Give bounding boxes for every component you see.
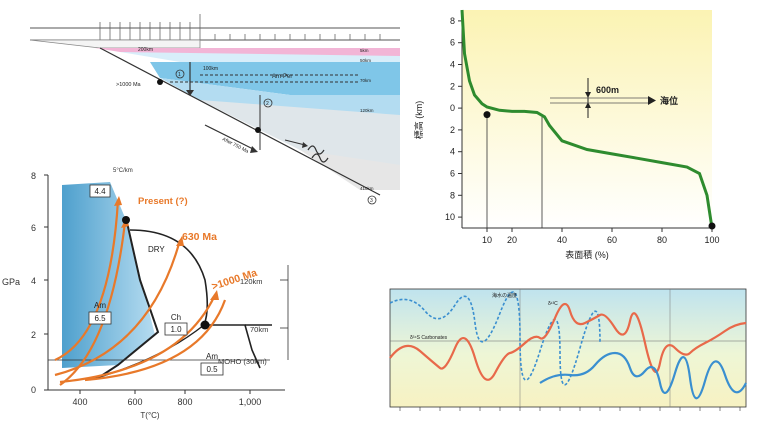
label-present: Present (?)	[138, 196, 188, 207]
depth-moho: MOHO (30km)	[218, 357, 267, 366]
ts-blue-series	[539, 351, 747, 400]
num-2: 2	[266, 101, 269, 107]
ts-label-sea: 海水の温度	[492, 292, 517, 299]
hyps-xtick-label: 100	[704, 235, 719, 245]
ts-label-d13: δ¹³C	[548, 301, 558, 307]
hypsometric-curve	[460, 9, 714, 229]
box-ch	[164, 322, 188, 336]
timeseries-chart: 海水の温度 δ¹³C δ³⁴S Carbonates	[380, 283, 776, 423]
hyps-point	[708, 222, 716, 230]
gradient-label: 5°C/km	[113, 168, 133, 174]
xtick-1000: 1,000	[239, 397, 262, 407]
label-1000ma: >1000 Ma	[116, 82, 142, 88]
hyps-xtick-label: 10	[482, 235, 492, 245]
num-3: 3	[370, 198, 373, 204]
label-km5: 410km	[360, 186, 374, 191]
label-dry: DRY	[148, 245, 165, 254]
circle-1	[175, 69, 185, 79]
box-am2-val: 0.5	[206, 365, 218, 374]
hyps-xtick-label: 60	[607, 235, 617, 245]
label-100km: 100km	[203, 66, 218, 72]
ytick-6: 6	[31, 223, 36, 233]
label-630ma: 630 Ma	[182, 231, 217, 243]
hyps-ytick-label: 4	[450, 60, 455, 70]
label-ampar: Am-Per	[272, 74, 292, 80]
ytick-4: 4	[31, 276, 36, 286]
label-km2: 50km	[360, 58, 371, 63]
box-44-text: 4.4	[94, 187, 106, 196]
annot-600m: 600m	[596, 85, 619, 95]
hyps-ytick-label: 8	[450, 190, 455, 200]
hyps-ytick-label: 2	[450, 81, 455, 91]
box-am	[88, 311, 112, 325]
ytick-0: 0	[31, 385, 36, 395]
box-am2	[200, 362, 224, 376]
pt-diagram: 0 2 4 6 8 GPa 400 600 800 1,000 T(°C) 12…	[0, 160, 300, 423]
box-ch-val: 1.0	[170, 325, 182, 334]
hyps-ytick-label: 10	[445, 212, 455, 222]
ts-dashed-series	[389, 291, 601, 386]
box-am-name: Am	[94, 301, 106, 310]
hyps-ytick-label: 6	[450, 169, 455, 179]
box-44	[89, 184, 111, 198]
hyps-x-label: 表面積 (%)	[565, 249, 609, 260]
label-km3: 70km	[360, 78, 371, 83]
hyps-y-label: 標高 (km)	[413, 101, 424, 140]
hyps-xtick-label: 80	[657, 235, 667, 245]
ytick-2: 2	[31, 330, 36, 340]
hyps-ytick-label: 4	[450, 147, 455, 157]
ytick-8: 8	[31, 171, 36, 181]
hyps-ytick-label: 0	[450, 103, 455, 113]
label-200km: 200km	[138, 47, 153, 53]
x-axis-label: T(°C)	[140, 411, 160, 420]
label-1000ma-pt: >1000 Ma	[210, 267, 259, 293]
depth-70km: 70km	[250, 325, 268, 334]
ts-plot-area	[389, 288, 747, 408]
plot-background	[462, 10, 712, 228]
hyps-xtick-label: 40	[557, 235, 567, 245]
hypsometric-chart: 8 6 4 2 0 2 4 6 8 10 10 20 40 60 80 100 標高 (km) 表面積 (%…	[400, 0, 776, 265]
annot-sea-level: 海位	[660, 95, 678, 106]
circle-3	[367, 195, 377, 205]
box-am-val: 6.5	[94, 314, 106, 323]
subduction-diagram: 200km 100km Am-Per 5km 50km 70km 120km 4…	[0, 0, 400, 215]
label-km1: 5km	[360, 48, 369, 53]
hyps-ytick-label: 6	[450, 38, 455, 48]
ts-orange-series	[389, 302, 747, 381]
label-km4: 120km	[360, 108, 374, 113]
box-am2-name: Am	[206, 352, 218, 361]
xtick-400: 400	[72, 397, 87, 407]
hyps-point	[483, 111, 491, 119]
num-1: 1	[178, 72, 181, 78]
xtick-600: 600	[127, 397, 142, 407]
circle-2	[263, 98, 273, 108]
box-ch-name: Ch	[171, 313, 181, 322]
hyps-ytick-label: 8	[450, 16, 455, 26]
y-axis-label: GPa	[2, 277, 20, 287]
hyps-xtick-label: 20	[507, 235, 517, 245]
hyps-ytick-label: 2	[450, 125, 455, 135]
ts-label-d34: δ³⁴S Carbonates	[410, 335, 448, 341]
xtick-800: 800	[177, 397, 192, 407]
depth-120km: 120km	[240, 277, 263, 286]
